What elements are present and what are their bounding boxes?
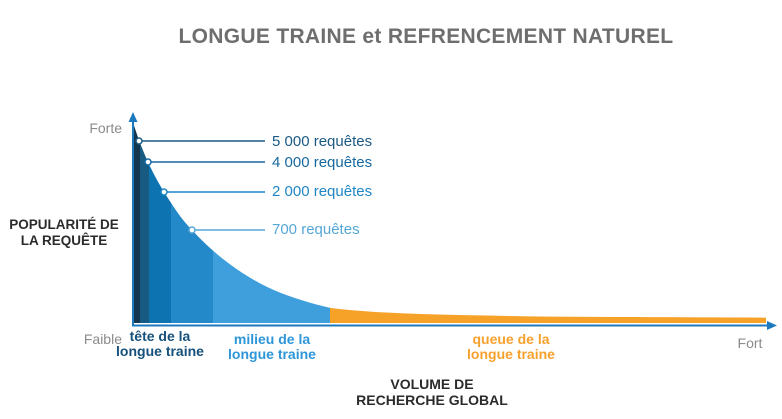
callout-marker-5000 — [135, 137, 143, 145]
band-head-1 — [133, 124, 140, 323]
chart-title: LONGUE TRAINE et REFRENCEMENT NATUREL — [178, 25, 674, 48]
x-axis-title: VOLUME DE RECHERCHE GLOBAL — [356, 376, 508, 409]
y-axis-max-label: Forte — [89, 120, 122, 136]
callout-label-700: 700 requêtes — [272, 221, 360, 238]
y-axis-arrowhead — [128, 112, 138, 122]
callout-label-2000: 2 000 requêtes — [272, 183, 373, 200]
segment-label-middle: milieu de la longue traine — [228, 331, 316, 363]
segment-label-tail: queue de la longue traine — [467, 331, 555, 363]
callout-label-4000: 4 000 requêtes — [272, 154, 373, 171]
band-head-3 — [149, 124, 171, 323]
callout-marker-4000 — [144, 158, 152, 166]
y-axis-min-label: Faible — [83, 331, 122, 347]
callout-marker-700 — [188, 226, 196, 234]
callouts — [135, 137, 265, 234]
x-axis-max-label: Fort — [737, 335, 763, 351]
y-axis-title: POPULARITÉ DE LA REQUÊTE — [9, 217, 119, 248]
segment-label-head: tête de la longue traine — [116, 328, 204, 360]
band-head-2 — [140, 124, 149, 323]
band-middle-1 — [171, 124, 213, 323]
band-tail — [330, 124, 766, 323]
callout-label-5000: 5 000 requêtes — [272, 133, 373, 150]
x-axis-arrowhead — [767, 321, 777, 330]
curve-area — [133, 124, 766, 323]
callout-marker-2000 — [160, 188, 168, 196]
